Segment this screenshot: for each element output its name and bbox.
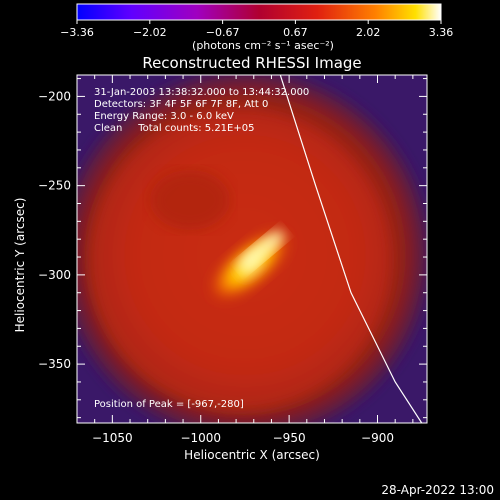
footer-timestamp: 28-Apr-2022 13:00 [381, 483, 494, 497]
colorbar-tick-label: −2.02 [133, 26, 167, 39]
y-tick-label: −350 [38, 357, 71, 371]
y-tick-label: −300 [38, 268, 71, 282]
plot-frame [76, 74, 428, 424]
y-axis-label: Heliocentric Y (arcsec) [13, 198, 27, 333]
info-annotations: 31-Jan-2003 13:38:32.000 to 13:44:32.000… [94, 87, 309, 134]
peak-position-label: Position of Peak = [-967,-280] [94, 399, 244, 410]
x-tick-label: −900 [361, 431, 394, 445]
x-tick-label: −1000 [180, 431, 221, 445]
annotation-time-range: 31-Jan-2003 13:38:32.000 to 13:44:32.000 [94, 87, 309, 98]
colorbar-ticks: −3.36 −2.02 −0.67 0.67 2.02 3.36 [60, 20, 453, 39]
colorbar-tick-label: −3.36 [60, 26, 94, 39]
colorbar-units-label: (photons cm⁻² s⁻¹ asec⁻²) [192, 39, 334, 52]
annotation-clean-counts: Clean Total counts: 5.21E+05 [94, 123, 254, 134]
colorbar: −3.36 −2.02 −0.67 0.67 2.02 3.36 (photons cm⁻… [60, 3, 453, 52]
axis-ticks: −1050 −1000 −950 −900 −200 −250 −300 −350 [38, 75, 427, 445]
y-tick-label: −200 [38, 89, 71, 103]
colorbar-gradient [76, 3, 442, 21]
solar-limb-curve [279, 75, 423, 423]
colorbar-tick-label: 2.02 [356, 26, 381, 39]
heatmap-image [77, 75, 427, 423]
x-axis-label: Heliocentric X (arcsec) [184, 448, 320, 462]
chart-title: Reconstructed RHESSI Image [142, 54, 361, 72]
colorbar-tick-label: −0.67 [206, 26, 240, 39]
x-tick-label: −1050 [92, 431, 133, 445]
x-tick-label: −950 [273, 431, 306, 445]
annotation-energy-range: Energy Range: 3.0 - 6.0 keV [94, 111, 234, 122]
y-tick-label: −250 [38, 179, 71, 193]
colorbar-tick-label: 3.36 [429, 26, 454, 39]
colorbar-tick-label: 0.67 [283, 26, 308, 39]
annotation-detectors: Detectors: 3F 4F 5F 6F 7F 8F, Att 0 [94, 99, 268, 110]
